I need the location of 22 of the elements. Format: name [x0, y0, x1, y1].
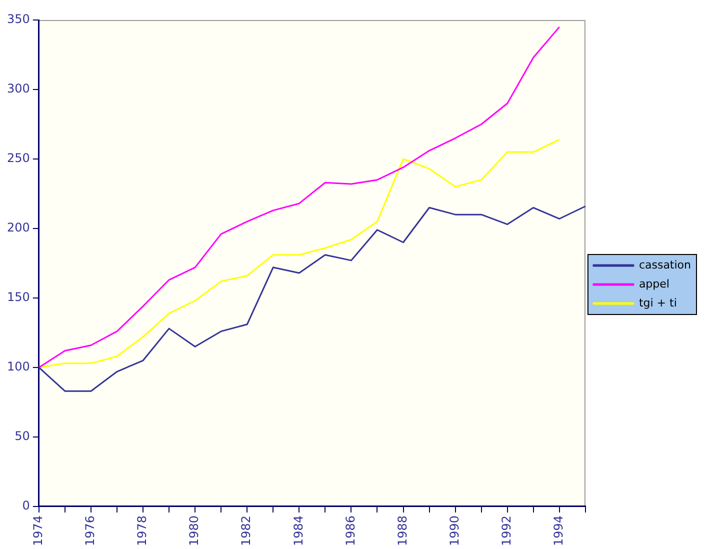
- y-tick-label: 0: [22, 498, 30, 513]
- x-tick-label: 1984: [291, 515, 306, 546]
- y-tick-label: 200: [7, 220, 30, 235]
- x-tick-label: 1980: [187, 515, 202, 546]
- y-tick-label: 50: [14, 429, 30, 444]
- x-tick-label: 1982: [239, 515, 254, 546]
- x-tick-label: 1988: [395, 515, 410, 546]
- legend-label: appel: [638, 277, 670, 290]
- x-tick-label: 1976: [83, 515, 98, 546]
- x-tick-label: 1994: [552, 515, 566, 546]
- x-tick-label: 1978: [135, 515, 150, 546]
- x-tick-label: 1974: [31, 515, 46, 546]
- y-tick-label: 350: [7, 12, 30, 26]
- y-tick-label: 150: [7, 290, 30, 304]
- legend-label: tgi + ti: [638, 296, 677, 310]
- legend-label: cassation: [638, 258, 692, 272]
- y-tick-label: 250: [7, 151, 30, 166]
- x-tick-label: 1986: [343, 515, 358, 546]
- y-tick-label: 300: [7, 82, 30, 96]
- x-tick-label: 1990: [447, 515, 462, 546]
- y-tick-label: 100: [7, 360, 30, 374]
- x-tick-label: 1992: [499, 515, 514, 546]
